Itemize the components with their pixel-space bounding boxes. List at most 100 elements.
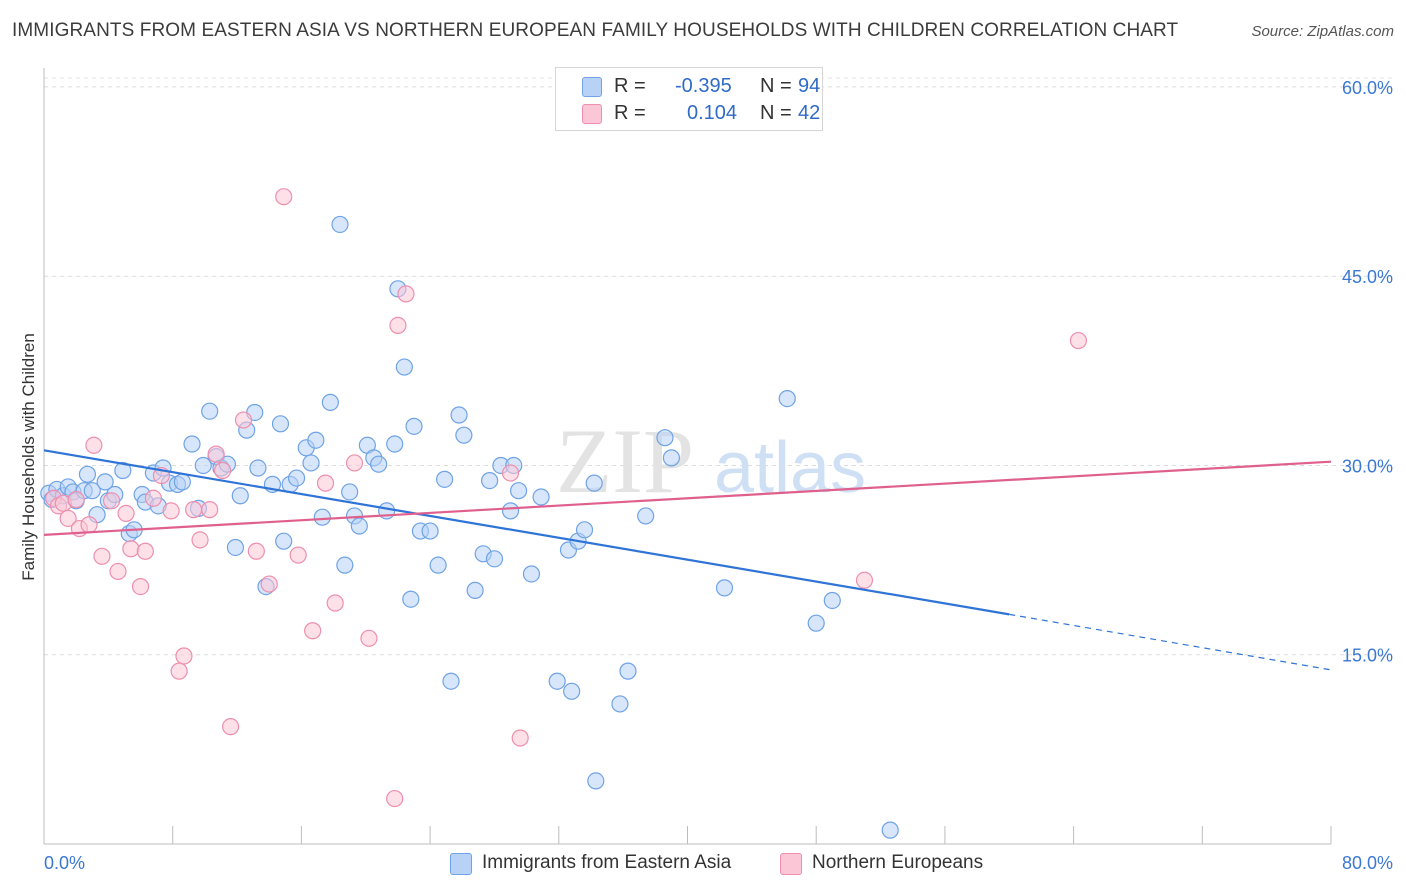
data-point — [1069, 331, 1088, 350]
tick-labels: 15.0% 30.0% 45.0% 60.0% 0.0% 80.0% — [44, 78, 1393, 873]
data-point — [619, 662, 637, 680]
x-tick-label: 80.0% — [1342, 853, 1393, 873]
data-point — [575, 521, 594, 539]
legend-n-label: N = — [760, 102, 792, 124]
data-point — [370, 455, 388, 473]
data-point — [207, 445, 225, 463]
data-point — [421, 522, 439, 540]
data-point — [96, 473, 114, 491]
data-point — [260, 575, 278, 593]
data-point — [350, 517, 368, 535]
data-point — [532, 488, 550, 506]
data-point — [194, 456, 212, 475]
legend-n-value: 94 — [798, 75, 821, 97]
data-point — [435, 470, 454, 488]
data-point — [397, 285, 415, 303]
trend-lines — [43, 449, 1332, 671]
legend-r-value: 0.104 — [687, 102, 738, 124]
data-point — [611, 695, 629, 713]
bottom-legend-swatch-northern-europeans — [780, 853, 802, 875]
bottom-legend-label-northern-europeans: Northern Europeans — [812, 852, 984, 873]
data-points — [40, 188, 1088, 839]
data-point — [85, 436, 103, 454]
legend-swatch-eastern-asia — [582, 77, 602, 97]
trend-line-eastern-asia — [43, 449, 1010, 616]
data-point — [114, 461, 132, 480]
data-point — [881, 821, 899, 839]
y-tick-label: 30.0% — [1342, 456, 1393, 476]
data-point — [585, 474, 603, 492]
data-point — [509, 482, 528, 500]
data-point — [83, 482, 101, 500]
data-point — [823, 591, 841, 610]
data-point — [466, 581, 484, 599]
data-point — [326, 594, 344, 612]
data-point — [855, 571, 874, 589]
legend-n-value: 42 — [798, 102, 821, 124]
data-point — [249, 459, 267, 477]
axes — [43, 68, 1332, 845]
data-point — [201, 402, 219, 420]
data-point — [331, 215, 349, 234]
data-point — [173, 473, 191, 491]
chart-title: IMMIGRANTS FROM EASTERN ASIA VS NORTHERN… — [12, 20, 1179, 41]
data-point — [287, 469, 306, 487]
data-point — [231, 487, 249, 505]
series-northern-europeans — [45, 188, 1088, 808]
data-point — [715, 579, 734, 597]
y-axis-label: Family Households with Children — [19, 333, 38, 581]
data-point — [226, 538, 245, 557]
data-point — [662, 449, 681, 467]
chart-source: Source: ZipAtlas.com — [1251, 23, 1394, 40]
data-point — [117, 504, 135, 523]
legend-n-label: N = — [760, 75, 792, 97]
y-tick-label: 60.0% — [1342, 78, 1393, 98]
data-point — [93, 547, 111, 565]
data-point — [59, 509, 77, 528]
series-eastern-asia — [40, 215, 899, 839]
data-point — [522, 565, 541, 583]
data-point — [316, 474, 335, 492]
y-tick-label: 15.0% — [1342, 646, 1393, 666]
data-point — [511, 729, 529, 747]
data-point — [109, 562, 127, 581]
data-point — [395, 358, 413, 376]
data-point — [275, 188, 293, 206]
data-point — [341, 483, 359, 501]
data-point — [336, 556, 354, 574]
gridlines — [44, 77, 1394, 656]
data-point — [222, 718, 240, 736]
data-point — [136, 542, 154, 560]
data-point — [201, 501, 219, 519]
data-point — [304, 622, 322, 640]
data-point — [321, 393, 339, 411]
data-point — [360, 629, 378, 647]
data-point — [307, 431, 325, 449]
data-point — [67, 490, 85, 509]
data-point — [389, 316, 407, 335]
stats-legend: R = -0.395 N = 94 R = 0.104 N = 42 — [555, 67, 823, 131]
data-point — [144, 489, 162, 507]
data-point — [313, 508, 331, 526]
data-point — [275, 532, 293, 550]
data-point — [807, 614, 825, 632]
data-point — [247, 542, 265, 560]
data-point — [122, 540, 140, 558]
data-point — [289, 546, 307, 564]
data-point — [302, 454, 320, 472]
legend-swatch-northern-europeans — [582, 104, 602, 124]
data-point — [191, 531, 209, 549]
data-point — [501, 464, 520, 482]
data-point — [778, 389, 796, 408]
legend-r-label: R = — [614, 75, 646, 97]
data-point — [450, 406, 468, 424]
data-point — [637, 507, 655, 525]
data-point — [185, 501, 203, 519]
x-tick-label: 0.0% — [44, 853, 85, 873]
data-point — [271, 415, 290, 433]
data-point — [131, 577, 150, 596]
legend-r-label: R = — [614, 102, 646, 124]
data-point — [481, 472, 499, 490]
data-point — [213, 461, 232, 480]
data-point — [170, 662, 188, 680]
